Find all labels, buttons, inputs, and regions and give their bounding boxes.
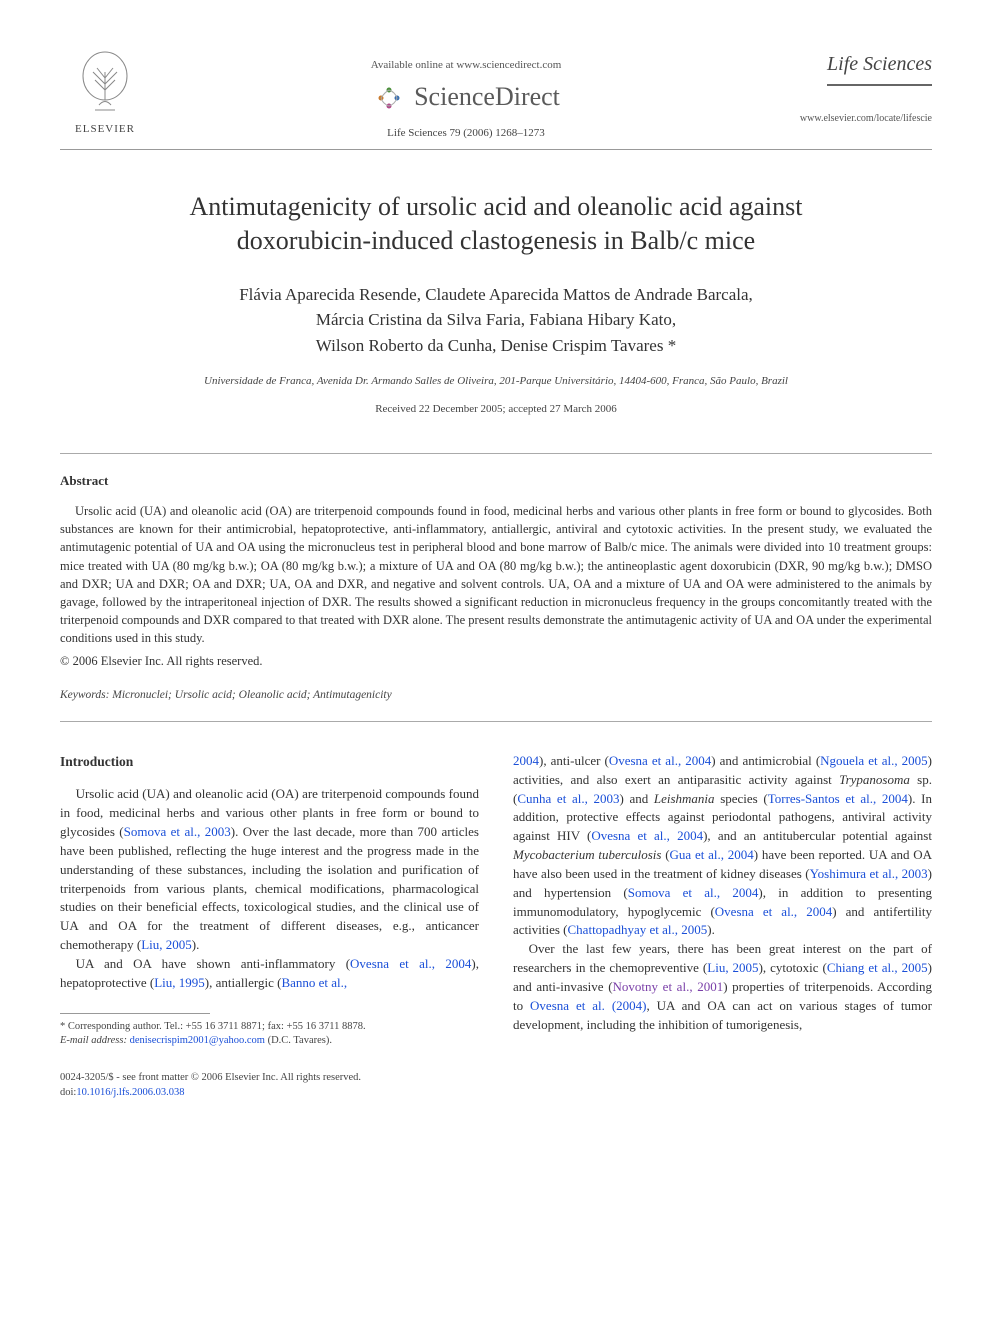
footnote-rule [60,1013,210,1014]
footnote-corr: * Corresponding author. Tel.: +55 16 371… [60,1020,479,1035]
ref-somova-2003[interactable]: Somova et al., 2003 [124,824,231,839]
footnote-email[interactable]: denisecrispim2001@yahoo.com [130,1035,265,1046]
journal-title: Life Sciences [827,50,932,86]
keywords: Keywords: Micronuclei; Ursolic acid; Ole… [60,687,932,703]
ref-liu-1995[interactable]: Liu, 1995 [154,975,205,990]
ref-ovesna-2004-e[interactable]: Ovesna et al. (2004) [530,998,646,1013]
citation-line: Life Sciences 79 (2006) 1268–1273 [150,126,782,141]
elsevier-logo: ELSEVIER [60,50,150,137]
sciencedirect-text: ScienceDirect [414,79,560,115]
title-line-2: doxorubicin-induced clastogenesis in Bal… [237,226,755,255]
header-center: Available online at www.sciencedirect.co… [150,50,782,141]
page-header: ELSEVIER Available online at www.science… [60,50,932,150]
ref-somova-2004[interactable]: Somova et al., 2004 [628,885,759,900]
footnote-email-tail: (D.C. Tavares). [265,1035,332,1046]
genus-leishmania: Leishmania [654,791,715,806]
ref-banno-2004[interactable]: Banno et al., [281,975,347,990]
affiliation: Universidade de Franca, Avenida Dr. Arma… [60,374,932,389]
keywords-value: Micronuclei; Ursolic acid; Oleanolic aci… [112,689,391,701]
journal-url: www.elsevier.com/locate/lifescie [782,112,932,126]
authors-line-1: Flávia Aparecida Resende, Claudete Apare… [239,285,753,304]
introduction-heading: Introduction [60,752,479,772]
ref-chattopadhyay-2005[interactable]: Chattopadhyay et al., 2005 [568,922,708,937]
abstract-heading: Abstract [60,472,932,490]
authors-line-2: Márcia Cristina da Silva Faria, Fabiana … [316,310,676,329]
abstract-top-rule [60,453,932,454]
article-title: Antimutagenicity of ursolic acid and ole… [100,190,892,258]
abstract-body: Ursolic acid (UA) and oleanolic acid (OA… [60,502,932,647]
abstract-copyright: © 2006 Elsevier Inc. All rights reserved… [60,653,932,671]
journal-box: Life Sciences www.elsevier.com/locate/li… [782,50,932,126]
footer-doi-line: doi:10.1016/j.lfs.2006.03.038 [60,1086,932,1101]
available-online-text: Available online at www.sciencedirect.co… [150,58,782,73]
sciencedirect-logo: ScienceDirect [372,79,560,115]
authors-line-3: Wilson Roberto da Cunha, Denise Crispim … [316,336,676,355]
ref-ovesna-2004-c[interactable]: Ovesna et al., 2004 [591,828,703,843]
sciencedirect-swirl-icon [372,81,406,115]
column-right: 2004), anti-ulcer (Ovesna et al., 2004) … [513,752,932,1049]
ref-chiang-2005[interactable]: Chiang et al., 2005 [827,960,928,975]
title-line-1: Antimutagenicity of ursolic acid and ole… [190,192,803,221]
footnote-email-line: E-mail address: denisecrispim2001@yahoo.… [60,1034,479,1049]
ref-ovesna-2004-a[interactable]: Ovesna et al., 2004 [350,956,471,971]
intro-para-1: Ursolic acid (UA) and oleanolic acid (OA… [60,785,479,955]
ref-liu-2005-b[interactable]: Liu, 2005 [707,960,758,975]
ref-ovesna-2004-b[interactable]: Ovesna et al., 2004 [609,753,711,768]
abstract-text: Ursolic acid (UA) and oleanolic acid (OA… [60,504,932,645]
footer-copyright: 0024-3205/$ - see front matter © 2006 El… [60,1071,932,1086]
doi-label: doi: [60,1087,76,1098]
ref-gua-2004[interactable]: Gua et al., 2004 [670,847,754,862]
intro-para-2-cont: 2004), anti-ulcer (Ovesna et al., 2004) … [513,752,932,940]
authors: Flávia Aparecida Resende, Claudete Apare… [60,282,932,359]
ref-novotny-2001[interactable]: Novotny et al., 2001 [613,979,724,994]
ref-liu-2005[interactable]: Liu, 2005 [141,937,192,952]
intro-para-3: Over the last few years, there has been … [513,940,932,1034]
ref-cunha-2003[interactable]: Cunha et al., 2003 [517,791,619,806]
ref-yoshimura-2003[interactable]: Yoshimura et al., 2003 [810,866,928,881]
ref-banno-2004-b[interactable]: 2004 [513,753,539,768]
doi-link[interactable]: 10.1016/j.lfs.2006.03.038 [76,1087,184,1098]
keywords-label: Keywords: [60,689,109,701]
body-columns: Introduction Ursolic acid (UA) and olean… [60,752,932,1049]
ref-torres-santos-2004[interactable]: Torres-Santos et al., 2004 [768,791,908,806]
ref-ovesna-2004-d[interactable]: Ovesna et al., 2004 [715,904,832,919]
footer-meta: 0024-3205/$ - see front matter © 2006 El… [60,1071,932,1100]
elsevier-label: ELSEVIER [75,122,135,137]
species-mtuberculosis: Mycobacterium tuberculosis [513,847,661,862]
corresponding-author-footnote: * Corresponding author. Tel.: +55 16 371… [60,1020,479,1049]
ref-ngouela-2005[interactable]: Ngouela et al., 2005 [820,753,927,768]
intro-para-2: UA and OA have shown anti-inflammatory (… [60,955,479,993]
genus-trypanosoma: Trypanosoma [839,772,910,787]
abstract-bottom-rule [60,721,932,722]
article-dates: Received 22 December 2005; accepted 27 M… [60,402,932,417]
footnote-email-label: E-mail address: [60,1035,127,1046]
elsevier-tree-icon [75,50,135,120]
column-left: Introduction Ursolic acid (UA) and olean… [60,752,479,1049]
